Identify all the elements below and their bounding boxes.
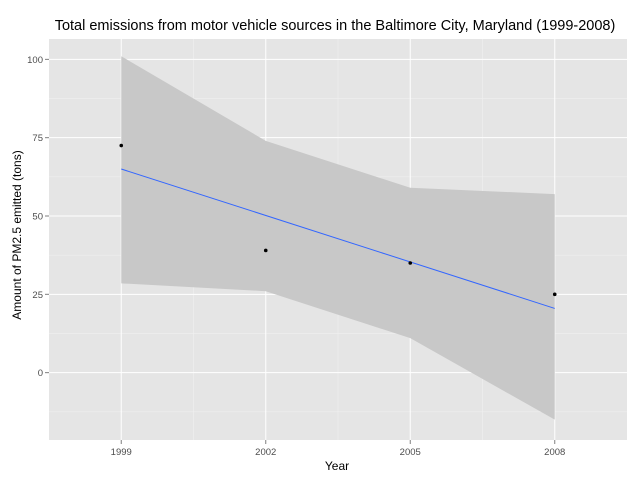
y-tick-label: 0 [38,368,43,379]
y-tick-label: 25 [32,290,43,301]
data-point [263,248,268,253]
trend-line [121,168,555,309]
x-axis-title: Year [325,459,349,473]
x-tick-label: 2002 [255,447,276,458]
x-tick-label: 2008 [544,447,565,458]
data-point [119,143,124,148]
x-tick-label: 1999 [111,447,132,458]
y-tick-label: 75 [32,133,43,144]
y-axis-ticks: 0 25 50 75 100 [27,55,49,379]
x-axis-ticks: 1999 2002 2005 2008 [111,440,565,458]
data-point [552,292,557,297]
data-point [408,261,413,265]
x-tick-label: 2005 [400,447,421,458]
chart-title: Total emissions from motor vehicle sourc… [55,18,616,34]
data-points [119,143,557,297]
y-tick-label: 100 [27,55,43,66]
y-tick-label: 50 [32,212,43,223]
confidence-band [121,56,555,420]
y-axis-title: Amount of PM2.5 emitted (tons) [10,150,24,319]
